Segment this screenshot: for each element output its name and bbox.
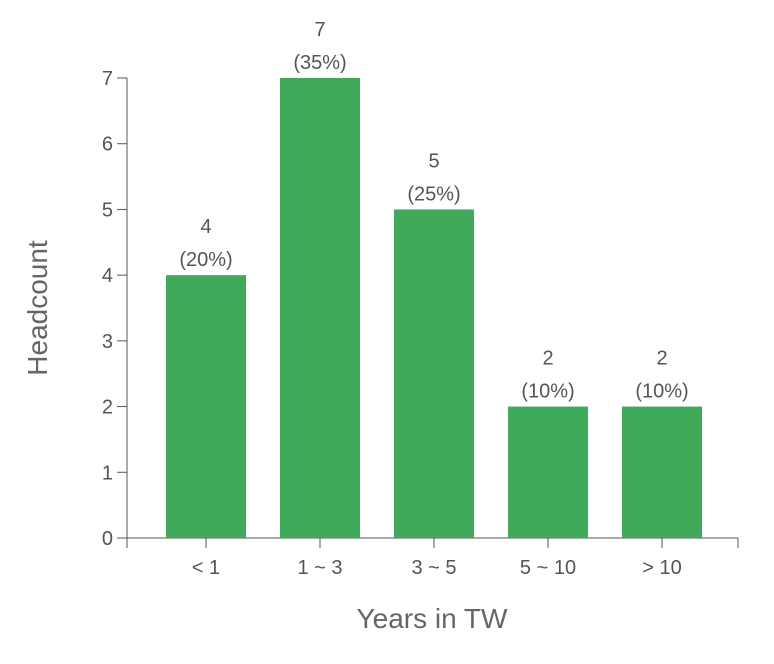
x-axis: < 1 1 ~ 3 3 ~ 5 5 ~ 10 > 10 (126, 537, 739, 579)
data-labels: 4 (20%) 7 (35%) 5 (25%) 2 (10%) 2 (10%) (179, 19, 688, 403)
x-tick-label: < 1 (192, 557, 220, 579)
y-tick-label: 7 (102, 68, 113, 90)
y-tick-label: 4 (102, 265, 113, 287)
y-axis: 0 1 2 3 4 5 6 7 (102, 68, 128, 550)
x-tick-label: > 10 (642, 557, 681, 579)
bar-percent-label: (10%) (635, 381, 688, 403)
bar-value-label: 2 (542, 348, 553, 370)
x-axis-title: Years in TW (357, 603, 509, 634)
y-tick-label: 6 (102, 134, 113, 156)
x-tick-label: 1 ~ 3 (297, 557, 342, 579)
x-tick-label: 3 ~ 5 (411, 557, 456, 579)
bar-3 (508, 406, 588, 538)
bar-1 (280, 78, 360, 538)
y-tick-label: 3 (102, 331, 113, 353)
bar-value-label: 4 (200, 216, 211, 238)
x-tick-label: 5 ~ 10 (520, 557, 576, 579)
bar-percent-label: (20%) (179, 249, 232, 271)
bar-value-label: 2 (656, 348, 667, 370)
y-tick-label: 1 (102, 462, 113, 484)
bar-value-label: 5 (428, 150, 439, 172)
bars (166, 78, 702, 538)
y-tick-label: 5 (102, 199, 113, 221)
y-axis-title: Headcount (22, 240, 53, 376)
y-tick-label: 2 (102, 397, 113, 419)
bar-2 (394, 209, 474, 538)
bar-4 (622, 406, 702, 538)
bar-percent-label: (25%) (407, 183, 460, 205)
bar-percent-label: (10%) (521, 381, 574, 403)
bar-value-label: 7 (314, 19, 325, 41)
bar-percent-label: (35%) (293, 52, 346, 74)
y-tick-label: 0 (102, 528, 113, 550)
bar-0 (166, 275, 246, 538)
